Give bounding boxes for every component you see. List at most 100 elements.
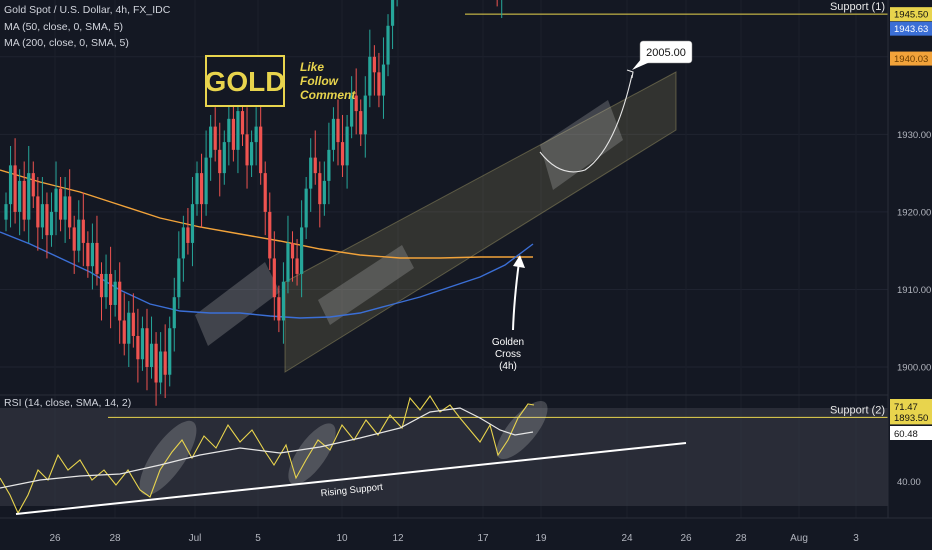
level-badge — [890, 7, 932, 22]
candle-body — [313, 157, 317, 174]
time-axis — [0, 518, 932, 550]
candle-body — [145, 328, 149, 367]
target-callout-tail — [632, 58, 650, 70]
highlight-box-3 — [540, 100, 623, 190]
candle-body — [249, 142, 254, 166]
candle-body — [204, 157, 208, 205]
candle-body — [149, 343, 154, 367]
price-tick: 1910.00 — [897, 285, 931, 296]
candle-body — [254, 126, 258, 143]
time-tick: 5 — [255, 533, 261, 544]
candle-body — [172, 297, 176, 329]
level-badge-text: 1893.50 — [894, 413, 928, 424]
candle-body — [40, 204, 44, 228]
time-tick: 10 — [336, 533, 348, 544]
candle-body — [277, 297, 281, 321]
time-tick: 26 — [49, 533, 61, 544]
time-tick: 17 — [477, 533, 489, 544]
candle-body — [218, 149, 222, 174]
ma50-line — [0, 231, 534, 319]
candle-body — [295, 258, 299, 274]
candle-body — [281, 281, 286, 321]
candle-body — [381, 64, 386, 96]
time-tick: 19 — [535, 533, 547, 544]
legend-ma50[interactable]: MA (50, close, 0, SMA, 5) — [4, 21, 124, 33]
golden-cross-arrowhead — [513, 255, 525, 268]
candle-body — [18, 180, 22, 212]
candle-body — [327, 149, 331, 181]
time-tick: Jul — [189, 533, 202, 544]
candle-body — [236, 111, 240, 150]
highlight-box-1 — [195, 262, 280, 346]
candle-body — [386, 25, 390, 65]
candle-body — [350, 95, 354, 127]
time-tick: 12 — [392, 533, 404, 544]
candle-body — [4, 204, 8, 220]
candle-body — [340, 142, 345, 166]
candle-body — [290, 242, 295, 259]
candle-body — [372, 56, 376, 73]
rsi-line — [0, 395, 535, 515]
price-axis — [888, 0, 932, 518]
candle-body — [318, 173, 322, 205]
time-tick: 3 — [853, 533, 859, 544]
time-tick: 28 — [735, 533, 747, 544]
candle-body — [99, 273, 104, 298]
rsi-badge-text: 71.47 — [894, 402, 918, 413]
golden-cross-label: Golden — [492, 337, 524, 348]
candle-body — [95, 242, 99, 274]
rising-support-line — [15, 442, 687, 515]
candle-body — [122, 320, 126, 344]
rsi-badge — [890, 399, 932, 413]
candle-body — [240, 111, 245, 135]
candle-body — [195, 173, 199, 205]
gold-logo-box — [205, 55, 285, 107]
rsi-highlight-2 — [288, 423, 336, 485]
projection-arrowhead — [626, 69, 634, 79]
level-label: Support (1) — [830, 1, 885, 13]
candle-body — [227, 118, 231, 143]
candle-body — [181, 227, 185, 259]
candle-body — [72, 227, 76, 251]
level-badge — [890, 410, 932, 425]
candle-body — [359, 111, 363, 135]
candle-body — [86, 242, 90, 267]
candle-body — [263, 173, 267, 212]
golden-cross-label: (4h) — [499, 361, 517, 372]
candle-body — [186, 227, 190, 243]
gold-logo-text: GOLD — [205, 66, 286, 97]
rsi-ma-line — [0, 407, 534, 489]
candle-body — [8, 165, 13, 205]
candle-body — [309, 157, 313, 189]
candle-body — [345, 126, 349, 166]
candle-body — [368, 56, 372, 96]
candle-body — [231, 118, 235, 150]
candle-body — [354, 95, 358, 112]
ma50-badge — [890, 21, 932, 36]
candle-body — [336, 118, 340, 143]
rising-channel — [284, 71, 677, 373]
candle-body — [213, 126, 217, 150]
candle-body — [268, 211, 272, 259]
legend-symbol[interactable]: Gold Spot / U.S. Dollar, 4h, FX_IDC — [4, 4, 171, 16]
candle-body — [363, 95, 367, 135]
time-tick: 24 — [621, 533, 633, 544]
rsi-band — [0, 408, 888, 506]
candle-body — [13, 165, 17, 212]
projection-curve — [539, 74, 633, 173]
candle-body — [222, 142, 226, 174]
candle-body — [49, 211, 54, 236]
time-tick: 26 — [680, 533, 692, 544]
legend-ma200[interactable]: MA (200, close, 0, SMA, 5) — [4, 37, 129, 49]
candle-body — [77, 219, 81, 251]
level-badge-text: 1945.50 — [894, 10, 928, 21]
ma200-line — [0, 169, 533, 259]
highlight-box-2 — [318, 245, 414, 325]
legend-rsi[interactable]: RSI (14, close, SMA, 14, 2) — [4, 397, 132, 409]
candle-body — [168, 328, 172, 375]
ma200-badge-text: 1940.03 — [894, 54, 928, 65]
promo-follow: Follow — [300, 74, 339, 88]
candle-body — [259, 126, 263, 174]
candle-body — [390, 0, 395, 26]
